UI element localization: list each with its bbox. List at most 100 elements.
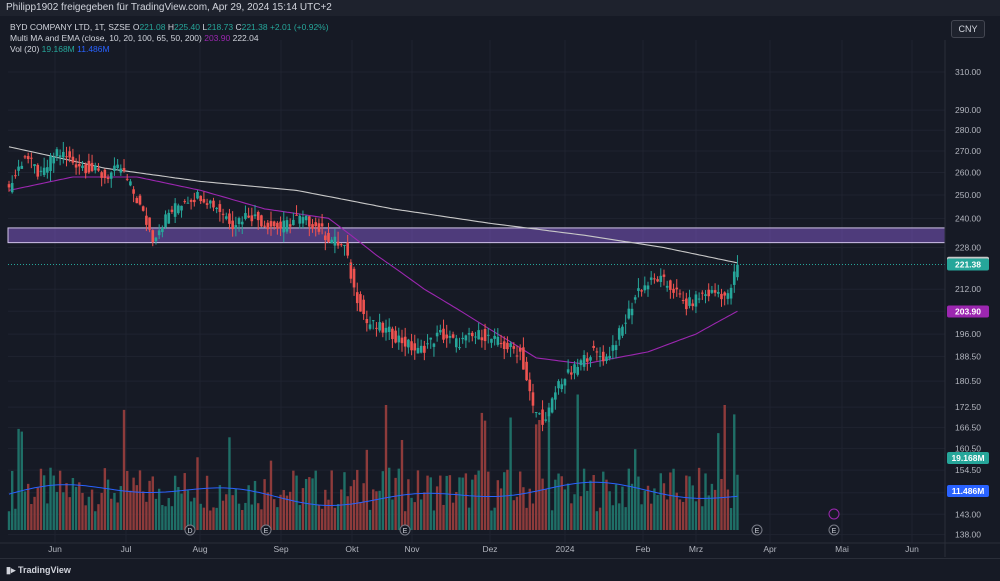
- volume-bar: [733, 414, 736, 530]
- volume-bar: [55, 491, 59, 530]
- volume-row[interactable]: Vol (20) 19.168M 11.486M: [10, 44, 329, 55]
- volume-bar: [218, 485, 222, 530]
- candle-body: [512, 346, 516, 349]
- candle-body: [272, 221, 276, 227]
- volume-bar: [304, 478, 308, 530]
- candle-body: [228, 213, 231, 224]
- candle-body: [151, 230, 155, 243]
- candle-body: [589, 357, 592, 361]
- candle-body: [486, 334, 490, 336]
- candle-body: [608, 355, 611, 359]
- candle-body: [138, 195, 142, 205]
- x-tick-label: Jun: [48, 544, 62, 554]
- event-marker-label: E: [264, 528, 269, 535]
- candle-body: [154, 237, 158, 242]
- candle-body: [17, 166, 20, 171]
- volume-bar: [193, 497, 196, 530]
- volume-bar: [630, 483, 634, 530]
- volume-bar: [595, 511, 599, 530]
- volume-bar: [397, 468, 400, 530]
- candle-body: [164, 214, 167, 228]
- change-value: +2.01 (+0.92%): [269, 22, 329, 32]
- event-marker-label: E: [832, 528, 837, 535]
- y-tick-label: 240.00: [955, 213, 981, 223]
- candle-body: [477, 330, 480, 340]
- y-tick-label: 260.00: [955, 168, 981, 178]
- candle-body: [324, 235, 327, 241]
- candle-body: [339, 244, 343, 246]
- candle-body: [205, 203, 209, 205]
- candle-body: [554, 392, 557, 400]
- currency-button[interactable]: CNY: [951, 20, 985, 38]
- candle-body: [736, 264, 739, 278]
- volume-bar: [541, 478, 544, 530]
- volume-bar: [665, 499, 669, 530]
- volume-bar: [570, 503, 573, 530]
- volume-bar: [330, 470, 333, 530]
- volume-bar: [538, 420, 541, 530]
- candle-body: [202, 199, 206, 203]
- candle-body: [640, 290, 643, 292]
- candle-body: [311, 224, 314, 229]
- candle-body: [429, 337, 433, 340]
- volume-bar: [624, 507, 627, 530]
- candle-body: [490, 338, 493, 343]
- candle-body: [145, 215, 148, 225]
- volume-bar: [704, 473, 707, 530]
- volume-bar: [391, 499, 394, 530]
- candle-body: [62, 151, 65, 158]
- volume-bar: [170, 506, 174, 530]
- y-tick-label: 290.00: [955, 105, 981, 115]
- candle-body: [528, 379, 532, 392]
- volume-bar: [183, 473, 186, 530]
- candle-body: [256, 212, 260, 221]
- candle-body: [253, 214, 257, 217]
- lightning-icon: [828, 508, 840, 520]
- candle-body: [672, 288, 675, 293]
- candle-body: [215, 207, 218, 209]
- candle-body: [263, 225, 266, 227]
- volume-bar: [205, 475, 209, 530]
- volume-bar: [257, 503, 260, 530]
- volume-bar: [110, 498, 113, 530]
- volume-bar: [490, 510, 493, 530]
- ma-row[interactable]: Multi MA and EMA (close, 10, 20, 100, 65…: [10, 33, 329, 44]
- volume-bar: [375, 491, 378, 530]
- symbol-row[interactable]: BYD COMPANY LTD, 1T, SZSE O221.08 H225.4…: [10, 22, 329, 33]
- volume-bar: [726, 489, 730, 530]
- volume-bar: [519, 471, 522, 530]
- open-label: O: [132, 22, 140, 32]
- tradingview-logo[interactable]: ▮▸ TradingView: [6, 565, 71, 575]
- volume-bar: [30, 504, 33, 530]
- candle-body: [132, 189, 135, 194]
- y-tick-label: 154.50: [955, 465, 981, 475]
- candle-body: [432, 343, 436, 347]
- x-tick-label: Mai: [835, 544, 849, 554]
- candle-body: [10, 183, 14, 193]
- candle-body: [173, 203, 177, 217]
- volume-bar: [279, 494, 282, 530]
- volume-bar: [566, 483, 570, 530]
- candle-body: [525, 361, 528, 381]
- volume-bar: [669, 472, 672, 530]
- price-label: 221.38: [955, 259, 981, 269]
- candle-body: [109, 172, 113, 179]
- volume-bar: [480, 412, 484, 530]
- volume-bar: [266, 492, 269, 530]
- close-value: 221.38: [241, 22, 268, 32]
- candle-body: [435, 332, 439, 337]
- candle-body: [646, 285, 650, 290]
- candle-body: [237, 218, 241, 224]
- volume-bar: [234, 489, 238, 530]
- candle-body: [23, 156, 27, 158]
- y-tick-label: 280.00: [955, 125, 981, 135]
- volume-bar: [681, 501, 685, 530]
- volume-bar: [180, 493, 183, 530]
- volume-bar: [388, 467, 391, 530]
- volume-bar: [189, 501, 193, 530]
- candle-body: [375, 327, 378, 329]
- candle-body: [285, 220, 289, 232]
- price-chart[interactable]: D E E E E 310.00 290.00 280.00 270.00 260.00 250.0…: [0, 16, 1000, 558]
- x-tick-label: Jun: [905, 544, 919, 554]
- volume-bar: [688, 476, 691, 530]
